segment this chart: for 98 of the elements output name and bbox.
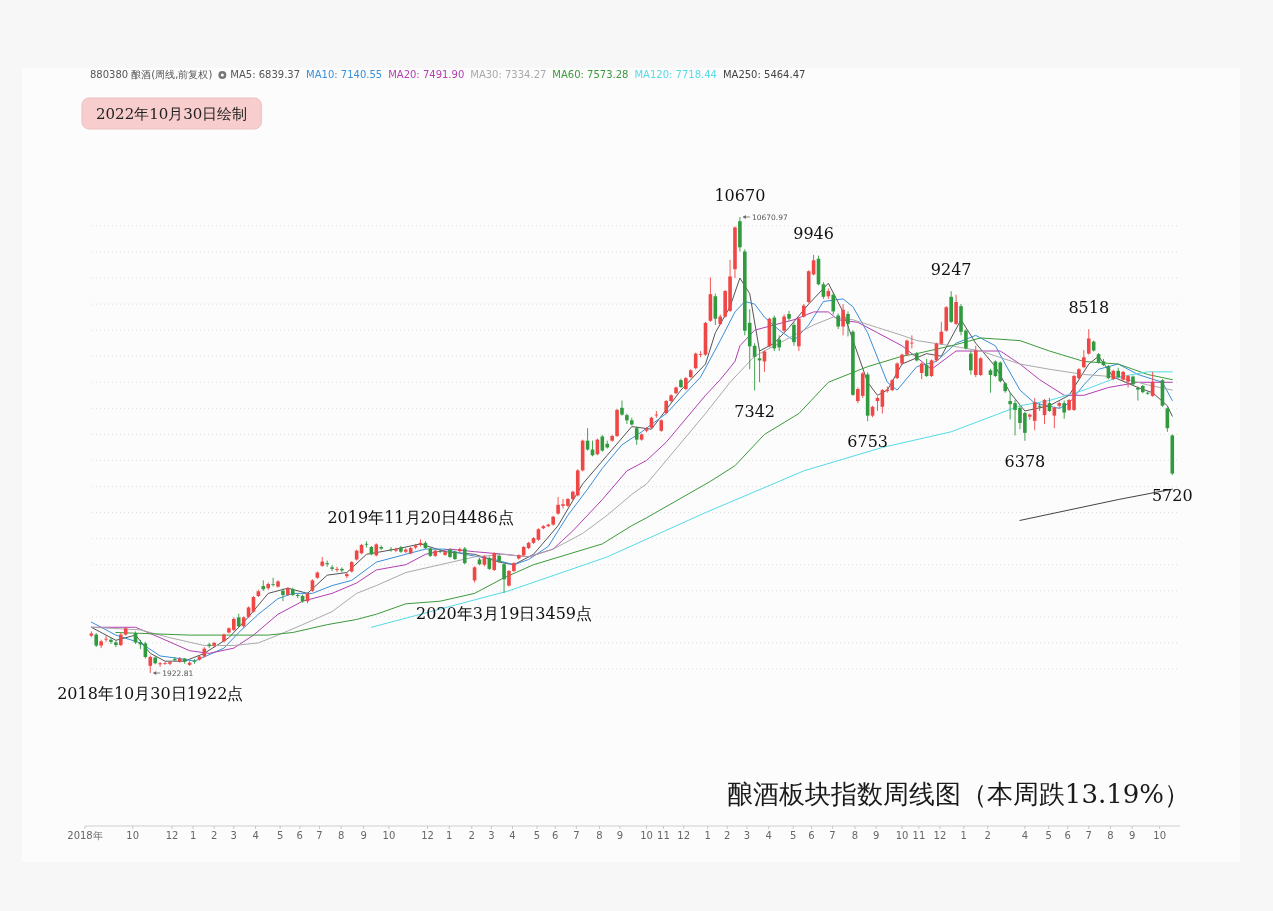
- candlestick: [281, 588, 285, 602]
- x-tick-label: 7: [316, 830, 323, 841]
- x-tick-label: 9: [872, 830, 880, 841]
- x-tick-label: 9: [1129, 830, 1136, 841]
- x-tick-label: 2018年: [67, 830, 103, 841]
- x-tick-label: 10: [126, 830, 140, 841]
- candlestick: [502, 562, 506, 594]
- candlestick: [625, 413, 629, 425]
- x-tick-label: 6: [1064, 830, 1071, 841]
- x-tick-label: 6: [808, 830, 815, 841]
- x-tick-label: 3: [488, 830, 495, 841]
- candlestick: [954, 294, 958, 326]
- candlestick: [330, 564, 334, 572]
- x-tick-label: 5: [1045, 830, 1052, 841]
- x-tick-label: 12: [165, 830, 179, 841]
- candlestick: [271, 577, 275, 588]
- candlestick: [846, 310, 850, 337]
- candlestick: [399, 545, 403, 554]
- x-tick-label: 2: [984, 830, 991, 841]
- candlestick: [969, 350, 973, 375]
- x-tick-label: 1: [446, 830, 453, 841]
- candlestick: [394, 547, 398, 553]
- text: MA120: 7718.44: [634, 69, 717, 80]
- text: MA250: 5464.47: [722, 69, 806, 80]
- annotation: 2019年11月20日4486点: [327, 508, 514, 528]
- candlestick: [443, 550, 447, 557]
- x-tick-label: 8: [851, 830, 859, 841]
- candlestick: [831, 292, 836, 315]
- x-tick-label: 10: [1153, 830, 1167, 841]
- candlestick: [620, 400, 624, 417]
- annotation: 2020年3月19日3459点: [416, 603, 593, 623]
- x-tick-label: 1: [704, 830, 711, 841]
- candlestick: [1032, 397, 1037, 431]
- text: MA5: 6839.37: [230, 69, 301, 80]
- candlestick: [335, 566, 339, 573]
- text: 2022年10月30日绘制: [96, 105, 248, 123]
- x-tick-label: 4: [765, 830, 772, 841]
- text: MA60: 7573.28: [552, 69, 629, 80]
- x-tick-label: 1: [189, 830, 197, 841]
- text: 酿酒板块指数周线图（本周跌13.19%）: [726, 779, 1190, 809]
- annotation: 2018年10月30日1922点: [57, 684, 244, 703]
- x-tick-label: 12: [421, 830, 434, 841]
- candlestick: [104, 635, 108, 643]
- x-tick-label: 9: [360, 830, 367, 841]
- candlestick: [1062, 400, 1066, 420]
- x-tick-label: 5: [790, 830, 797, 841]
- annotation: 9946: [793, 223, 834, 243]
- candlestick: [364, 540, 369, 548]
- x-tick-label: 12: [677, 830, 691, 841]
- x-tick-label: 2: [468, 830, 475, 841]
- x-tick-label: 2: [210, 830, 218, 841]
- x-tick-label: 4: [509, 830, 516, 841]
- x-tick-label: 10: [382, 830, 396, 841]
- x-tick-label: 7: [1085, 830, 1092, 841]
- legend-title: 880380 酿酒(周线,前复权): [90, 69, 213, 80]
- x-tick-label: 10: [640, 830, 653, 841]
- candlestick: [492, 551, 497, 572]
- x-tick-label: 4: [1021, 830, 1029, 841]
- annotation: 7342: [734, 401, 775, 421]
- candlestick: [841, 303, 845, 336]
- annotation: 8518: [1068, 298, 1110, 318]
- candlestick: [1086, 328, 1091, 356]
- annotation: 9247: [930, 260, 972, 280]
- x-tick-label: 3: [743, 830, 751, 841]
- x-tick-label: 11: [912, 830, 926, 841]
- x-tick-label: 6: [296, 830, 303, 841]
- candlestick: [389, 546, 393, 553]
- text: MA10: 7140.55: [306, 69, 383, 80]
- annotation: 6753: [847, 432, 888, 452]
- candlestick: [792, 321, 796, 347]
- x-tick-label: 8: [1107, 830, 1114, 841]
- x-tick-label: 1: [960, 830, 967, 841]
- text: MA20: 7491.90: [388, 69, 465, 80]
- annotation: 5720: [1151, 486, 1193, 506]
- x-tick-label: 7: [829, 830, 836, 841]
- x-tick-label: 6: [552, 830, 559, 841]
- x-tick-label: 9: [616, 830, 624, 841]
- candlestick: [109, 637, 113, 645]
- candlestick: [787, 310, 791, 322]
- candlestick: [634, 426, 639, 446]
- x-tick-label: 8: [596, 830, 603, 841]
- x-tick-label: 3: [230, 830, 237, 841]
- x-tick-label: 2: [724, 830, 731, 841]
- annotation: 10670: [714, 186, 766, 205]
- x-tick-label: 4: [252, 830, 259, 841]
- x-tick-label: 10: [895, 830, 909, 841]
- candlestick: [944, 305, 949, 333]
- candlestick: [1082, 349, 1086, 369]
- candlestick: [114, 640, 118, 648]
- text: MA30: 7334.27: [470, 69, 547, 80]
- x-tick-label: 8: [338, 830, 345, 841]
- x-tick-label: 11: [657, 830, 670, 841]
- annotation: 6378: [1004, 451, 1046, 471]
- x-tick-label: 5: [276, 830, 284, 841]
- x-tick-label: 7: [573, 830, 580, 841]
- x-tick-label: 12: [933, 830, 947, 841]
- x-tick-label: 5: [533, 830, 541, 841]
- candlestick: [860, 371, 865, 399]
